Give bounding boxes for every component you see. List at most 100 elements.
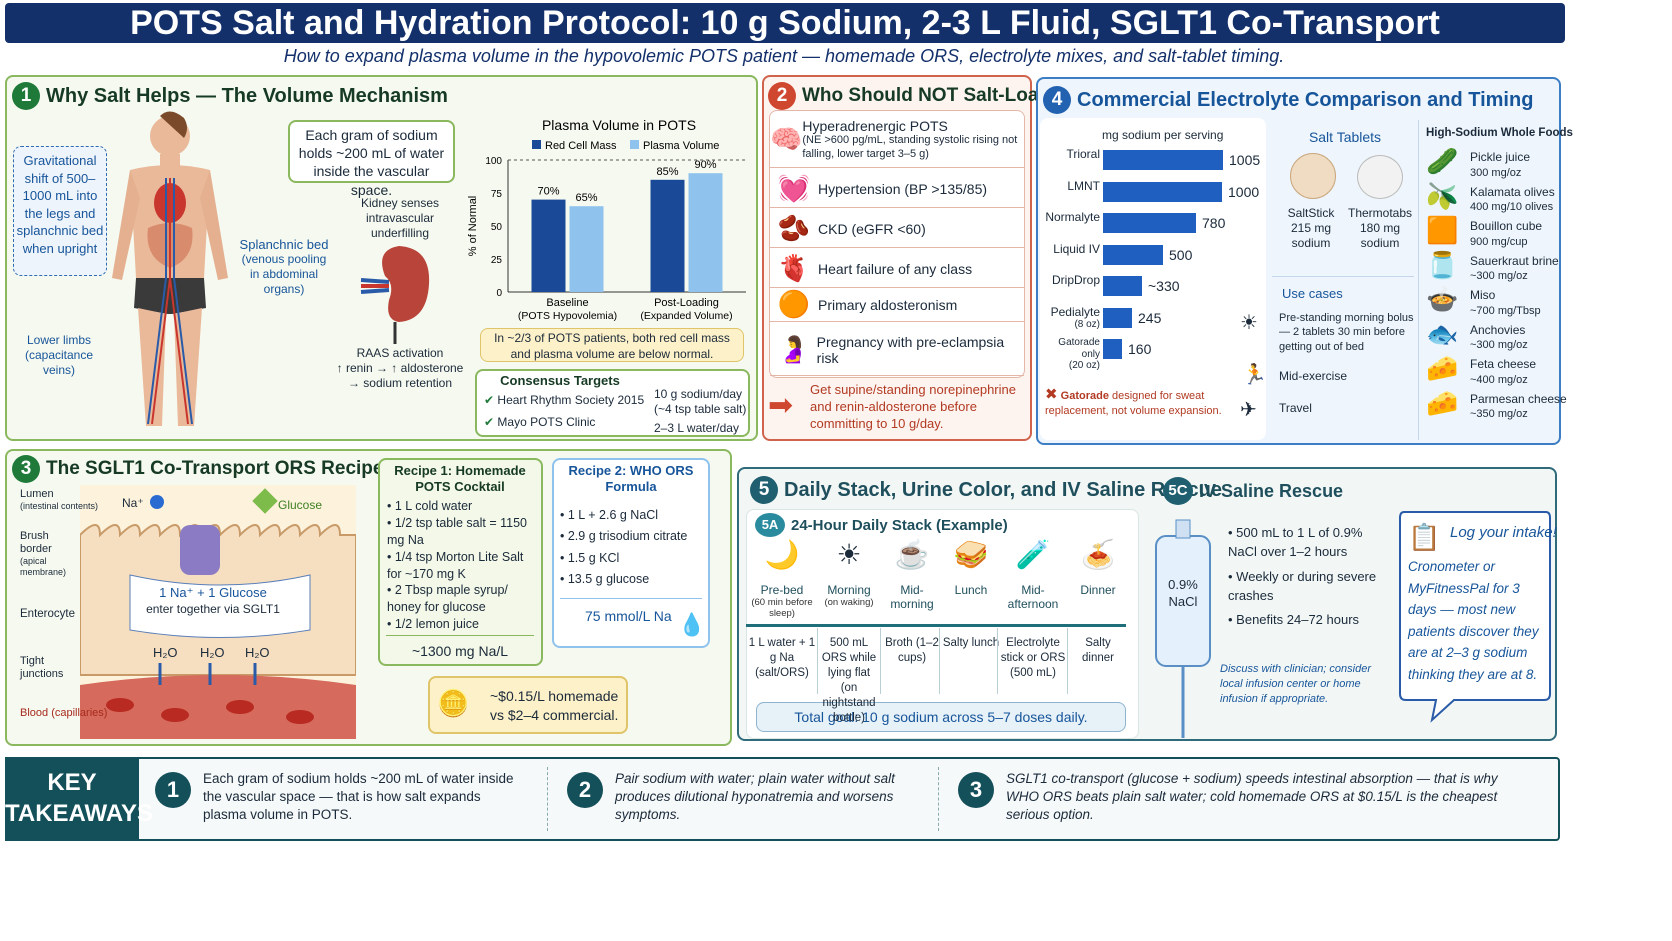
food-icon: 🟧 <box>1426 215 1459 245</box>
legend-label: Plasma Volume <box>643 140 719 152</box>
lower-limbs-label: Lower limbs (capacitance veins) <box>24 333 94 377</box>
stack-dose: Electrolyte stick or ORS (500 mL) <box>1000 637 1066 679</box>
label-enterocyte: Enterocyte <box>20 608 75 620</box>
key-takeaways <box>5 757 1560 841</box>
food-item: Parmesan cheese ~350 mg/oz <box>1470 391 1567 421</box>
iv-note: Discuss with clinician; consider local i… <box>1220 663 1371 705</box>
sodium-bar-value: 160 <box>1128 341 1152 357</box>
water-label-2: H₂O <box>200 645 225 660</box>
warning-text: Get supine/standing norepinephrine and r… <box>810 382 1016 431</box>
food-item: Anchovies ~300 mg/oz <box>1470 322 1528 352</box>
sglt1-diagram <box>80 485 356 739</box>
y-tick-label: 50 <box>491 222 503 233</box>
iv-bag-label: 0.9% NaCl <box>1168 577 1198 609</box>
contraindication-item: 🫀 Heart failure of any class <box>770 250 1024 288</box>
chart-title: Plasma Volume in POTS <box>542 117 696 133</box>
iv-item: 500 mL to 1 L of 0.9% NaCl over 1–2 hour… <box>1228 524 1388 562</box>
stack-time-icon: 🌙 <box>764 539 800 570</box>
iv-list: 500 mL to 1 L of 0.9% NaCl over 1–2 hour… <box>1228 524 1388 636</box>
food-item: Sauerkraut brine ~300 mg/oz <box>1470 253 1559 283</box>
takeaway-text: Each gram of sodium holds ~200 mL of wat… <box>203 771 514 823</box>
stack-time: Dinner <box>1080 583 1116 597</box>
food-icon: 🫙 <box>1426 249 1459 280</box>
contraindication-item: 🫘 CKD (eGFR <60) <box>770 210 1024 248</box>
label-brush-border: Brush border (apical membrane) <box>20 530 67 578</box>
water-label-3: H₂O <box>245 645 270 660</box>
takeaways-title: KEY TAKEAWAYS <box>5 757 153 841</box>
takeaway-text: Pair sodium with water; plain water with… <box>615 771 895 823</box>
takeaway-number: 3 <box>958 772 994 808</box>
stack-divider <box>1067 628 1068 694</box>
use-travel: Travel <box>1279 401 1312 415</box>
brand-label: DripDrop <box>1051 273 1100 287</box>
y-tick-label: 25 <box>491 255 503 266</box>
splanchnic-label: Splanchnic bed (venous pooling in abdomi… <box>239 237 329 296</box>
use-morning: Pre-standing morning bolus — 2 tablets 3… <box>1279 312 1414 353</box>
label-lumen: Lumen (intestinal contents) <box>20 488 99 512</box>
iv-bag-icon <box>1155 519 1211 738</box>
panel-5c-title: 5C IV Saline Rescue <box>1163 477 1343 505</box>
x-tick-label: Baseline <box>546 297 588 309</box>
recipe-1-ingredient: 1/2 lemon juice <box>387 616 537 633</box>
food-item: Feta cheese ~400 mg/oz <box>1470 357 1537 386</box>
recipe-2-ingredient: 1 L + 2.6 g NaCl <box>560 505 706 526</box>
warning-arrow-icon: ➡ <box>768 389 794 422</box>
contraindication-list <box>769 110 1025 378</box>
sodium-bar <box>1103 276 1142 296</box>
cost-box <box>428 676 628 734</box>
recipe-2-list: 1 L + 2.6 g NaCl2.9 g trisodium citrate1… <box>560 505 706 590</box>
y-tick-label: 0 <box>496 288 502 299</box>
chart-bar <box>650 179 685 292</box>
sodium-bar-value: 1005 <box>1229 152 1261 168</box>
contraindication-item: 🤰 Pregnancy with pre-eclampsia risk <box>770 324 1024 376</box>
label-glucose: Glucose <box>278 498 323 512</box>
recipe-1-ingredient: 1/4 tsp Morton Lite Salt for ~170 mg K <box>387 549 537 583</box>
food-item: Kalamata olives 400 mg/10 olives <box>1470 184 1555 214</box>
brand-label: Liquid IV <box>1053 241 1100 256</box>
use-cases-title: Use cases <box>1282 286 1343 301</box>
adrenal-icon: 🟠 <box>777 289 811 319</box>
stack-time: Morning (on waking) <box>824 583 874 608</box>
food-icon: 🍲 <box>1426 284 1459 314</box>
recipe-2-total: 75 mmol/L Na <box>585 608 672 624</box>
bars-title: mg sodium per serving <box>1102 128 1224 142</box>
stack-time-icon: ☕ <box>894 539 930 570</box>
recipe-2-title: Recipe 2: WHO ORS Formula <box>568 463 694 494</box>
target-hrs: ✔ Heart Rhythm Society 2015 <box>484 393 645 407</box>
log-title: Log your intake! <box>1450 524 1557 541</box>
tablet-saltstick: SaltStick 215 mg sodium <box>1287 206 1335 250</box>
stack-time-icon: 🧪 <box>1015 539 1051 570</box>
stack-dose: 500 mL ORS while lying flat (on nightsta… <box>821 637 877 724</box>
sodium-ion-icon <box>150 495 164 509</box>
stack-time: Mid-morning <box>890 583 934 611</box>
panel-5a-title: 5A 24-Hour Daily Stack (Example) <box>755 513 1008 537</box>
stack-dose: Broth (1–2 cups) <box>885 637 939 664</box>
cost-text: ~$0.15/L homemade vs $2–4 commercial. <box>490 688 619 723</box>
foods-title: High-Sodium Whole Foods <box>1426 127 1573 139</box>
bar-data-label: 65% <box>575 192 597 204</box>
stack-time: Lunch <box>954 583 988 597</box>
food-icon: 🧀 <box>1426 387 1459 418</box>
stack-time-icon: ☀ <box>836 539 862 570</box>
contraindication-text: CKD (eGFR <60) <box>818 220 926 237</box>
target-mayo: ✔ Mayo POTS Clinic <box>484 415 596 429</box>
stack-divider <box>880 628 881 694</box>
stack-dose: Salty dinner <box>1082 637 1114 664</box>
chart-bar <box>569 206 604 292</box>
label-blood: Blood (capillaries) <box>20 707 108 719</box>
sodium-bar-value: 500 <box>1169 246 1193 263</box>
legend-label: Red Cell Mass <box>545 140 617 152</box>
heart-icon: 🫀 <box>777 253 811 283</box>
sodium-bar <box>1103 181 1222 202</box>
label-na: Na⁺ <box>122 496 144 510</box>
recipe-2-ingredient: 13.5 g glucose <box>560 569 706 590</box>
iv-item: Weekly or during severe crashes <box>1228 568 1388 606</box>
bar-data-label: 90% <box>694 159 716 171</box>
food-icon: 🧀 <box>1426 353 1459 383</box>
contraindication-text: Primary aldosteronism <box>818 296 958 313</box>
stack-time-icon: 🥪 <box>953 539 989 570</box>
food-item: Pickle juice 300 mg/oz <box>1470 150 1531 179</box>
water-label-1: H₂O <box>153 645 178 660</box>
takeaway-number: 2 <box>567 772 603 808</box>
timeline-line <box>746 624 1126 627</box>
